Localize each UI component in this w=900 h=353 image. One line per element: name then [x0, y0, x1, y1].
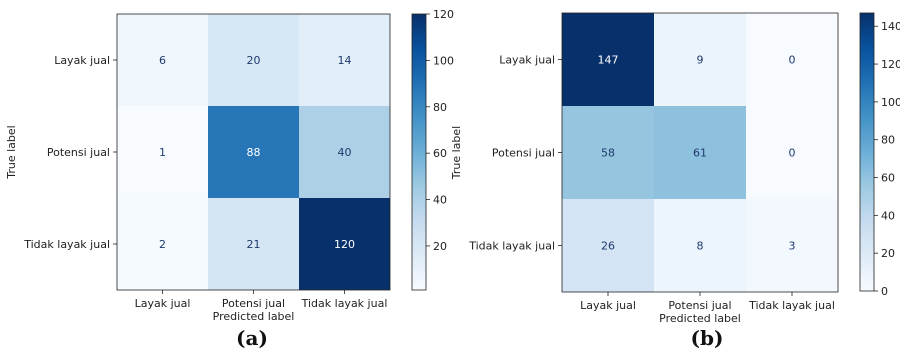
- colorbar-tick-label: 60: [433, 147, 447, 160]
- y-tick-label: Potensi jual: [47, 146, 110, 159]
- matrix-cell: [299, 14, 390, 106]
- confusion-matrix-panel-a: 6 20 14 1 88 40 2 21 120 Layak jual Potensi jual Ti…: [5, 8, 454, 350]
- y-tick-label: Layak jual: [54, 54, 110, 67]
- x-tick-label: Tidak layak jual: [301, 297, 388, 310]
- cell-value: 14: [338, 54, 352, 67]
- cell-value: 58: [601, 147, 615, 160]
- colorbar: [859, 12, 875, 292]
- matrix-cell: [562, 13, 654, 106]
- colorbar-tick-label: 100: [433, 54, 454, 67]
- y-tick-label: Layak jual: [499, 54, 555, 67]
- cell-value: 26: [601, 240, 615, 253]
- matrix-cell: [208, 106, 299, 198]
- y-tick-label: Potensi jual: [492, 147, 555, 160]
- panel-label: (a): [236, 326, 268, 350]
- y-tick-label: Tidak layak jual: [23, 238, 110, 251]
- colorbar-tick-label: 40: [881, 209, 895, 222]
- colorbar-tick-label: 20: [433, 240, 447, 253]
- cell-value: 147: [598, 54, 619, 67]
- cell-value: 0: [789, 147, 796, 160]
- cell-value: 120: [334, 238, 355, 251]
- confusion-matrix-panel-b: 147 9 0 58 61 0 26 8 3 Layak jual Potensi jual Tida…: [450, 12, 900, 350]
- matrix-cell: [117, 106, 208, 198]
- matrix-cell: [746, 106, 838, 199]
- x-tick-label: Potensi jual: [668, 299, 731, 312]
- colorbar-tick-label: 120: [433, 8, 454, 21]
- colorbar-tick-label: 40: [433, 194, 447, 207]
- panel-label: (b): [691, 326, 724, 350]
- matrix-cell: [746, 199, 838, 292]
- cell-value: 21: [247, 238, 261, 251]
- colorbar-tick-label: 80: [881, 134, 895, 147]
- colorbar-tick-label: 0: [881, 285, 888, 298]
- colorbar-tick-label: 60: [881, 172, 895, 185]
- matrix-cell: [117, 14, 208, 106]
- cell-value: 88: [247, 146, 261, 159]
- matrix-cell: [117, 198, 208, 290]
- x-axis-label: Predicted label: [213, 310, 295, 323]
- cell-value: 20: [247, 54, 261, 67]
- cell-value: 1: [159, 146, 166, 159]
- colorbar-tick-label: 120: [881, 58, 900, 71]
- y-tick-label: Tidak layak jual: [468, 240, 555, 253]
- matrix-cell: [208, 198, 299, 290]
- colorbar-tick-label: 140: [881, 20, 900, 33]
- cell-value: 6: [159, 54, 166, 67]
- colorbar-tick-label: 20: [881, 247, 895, 260]
- matrix-cell: [208, 14, 299, 106]
- y-axis-label: True label: [5, 125, 18, 179]
- matrix-cell: [299, 198, 390, 290]
- cell-value: 40: [338, 146, 352, 159]
- matrix-cell: [654, 106, 746, 199]
- colorbar-tick-label: 100: [881, 96, 900, 109]
- matrix-cell: [299, 106, 390, 198]
- cell-value: 8: [697, 240, 704, 253]
- colorbar-tick-label: 80: [433, 101, 447, 114]
- y-axis-label: True label: [450, 126, 463, 180]
- matrix-cell: [654, 13, 746, 106]
- cell-value: 61: [693, 147, 707, 160]
- colorbar: [411, 13, 427, 291]
- cell-value: 2: [159, 238, 166, 251]
- matrix-cell: [746, 13, 838, 106]
- matrix-cell: [562, 199, 654, 292]
- cell-value: 3: [789, 240, 796, 253]
- x-axis-label: Predicted label: [659, 312, 741, 325]
- matrix-cell: [562, 106, 654, 199]
- cell-value: 0: [789, 54, 796, 67]
- x-tick-label: Tidak layak jual: [748, 299, 835, 312]
- cell-value: 9: [697, 54, 704, 67]
- x-tick-label: Layak jual: [580, 299, 636, 312]
- x-tick-label: Layak jual: [135, 297, 191, 310]
- x-tick-label: Potensi jual: [222, 297, 285, 310]
- matrix-cell: [654, 199, 746, 292]
